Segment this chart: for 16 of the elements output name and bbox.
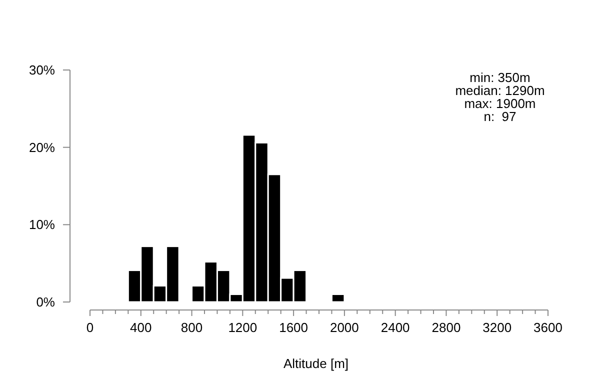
x-axis-title: Altitude [m] — [283, 356, 349, 371]
x-tick-label: 2400 — [380, 320, 410, 335]
y-tick-label: 20% — [28, 140, 56, 155]
y-tick-label: 30% — [28, 62, 56, 78]
y-tick-label: 10% — [28, 217, 56, 232]
x-tick-label: 1600 — [279, 320, 308, 335]
x-tick-label: 3600 — [534, 320, 562, 335]
x-tick-label: 400 — [130, 320, 152, 335]
annotation: min: 350m median: 1290m max: 1900m n: 97 — [455, 70, 545, 124]
x-tick-label: 1200 — [228, 320, 258, 335]
x-tick-label: 3200 — [482, 320, 512, 335]
y-tick-label: 0% — [36, 294, 56, 310]
x-tick-label: 0 — [86, 320, 94, 335]
x-tick-label: 2000 — [330, 320, 359, 335]
x-tick-label: 2800 — [432, 320, 461, 335]
x-tick-label: 800 — [180, 320, 203, 335]
